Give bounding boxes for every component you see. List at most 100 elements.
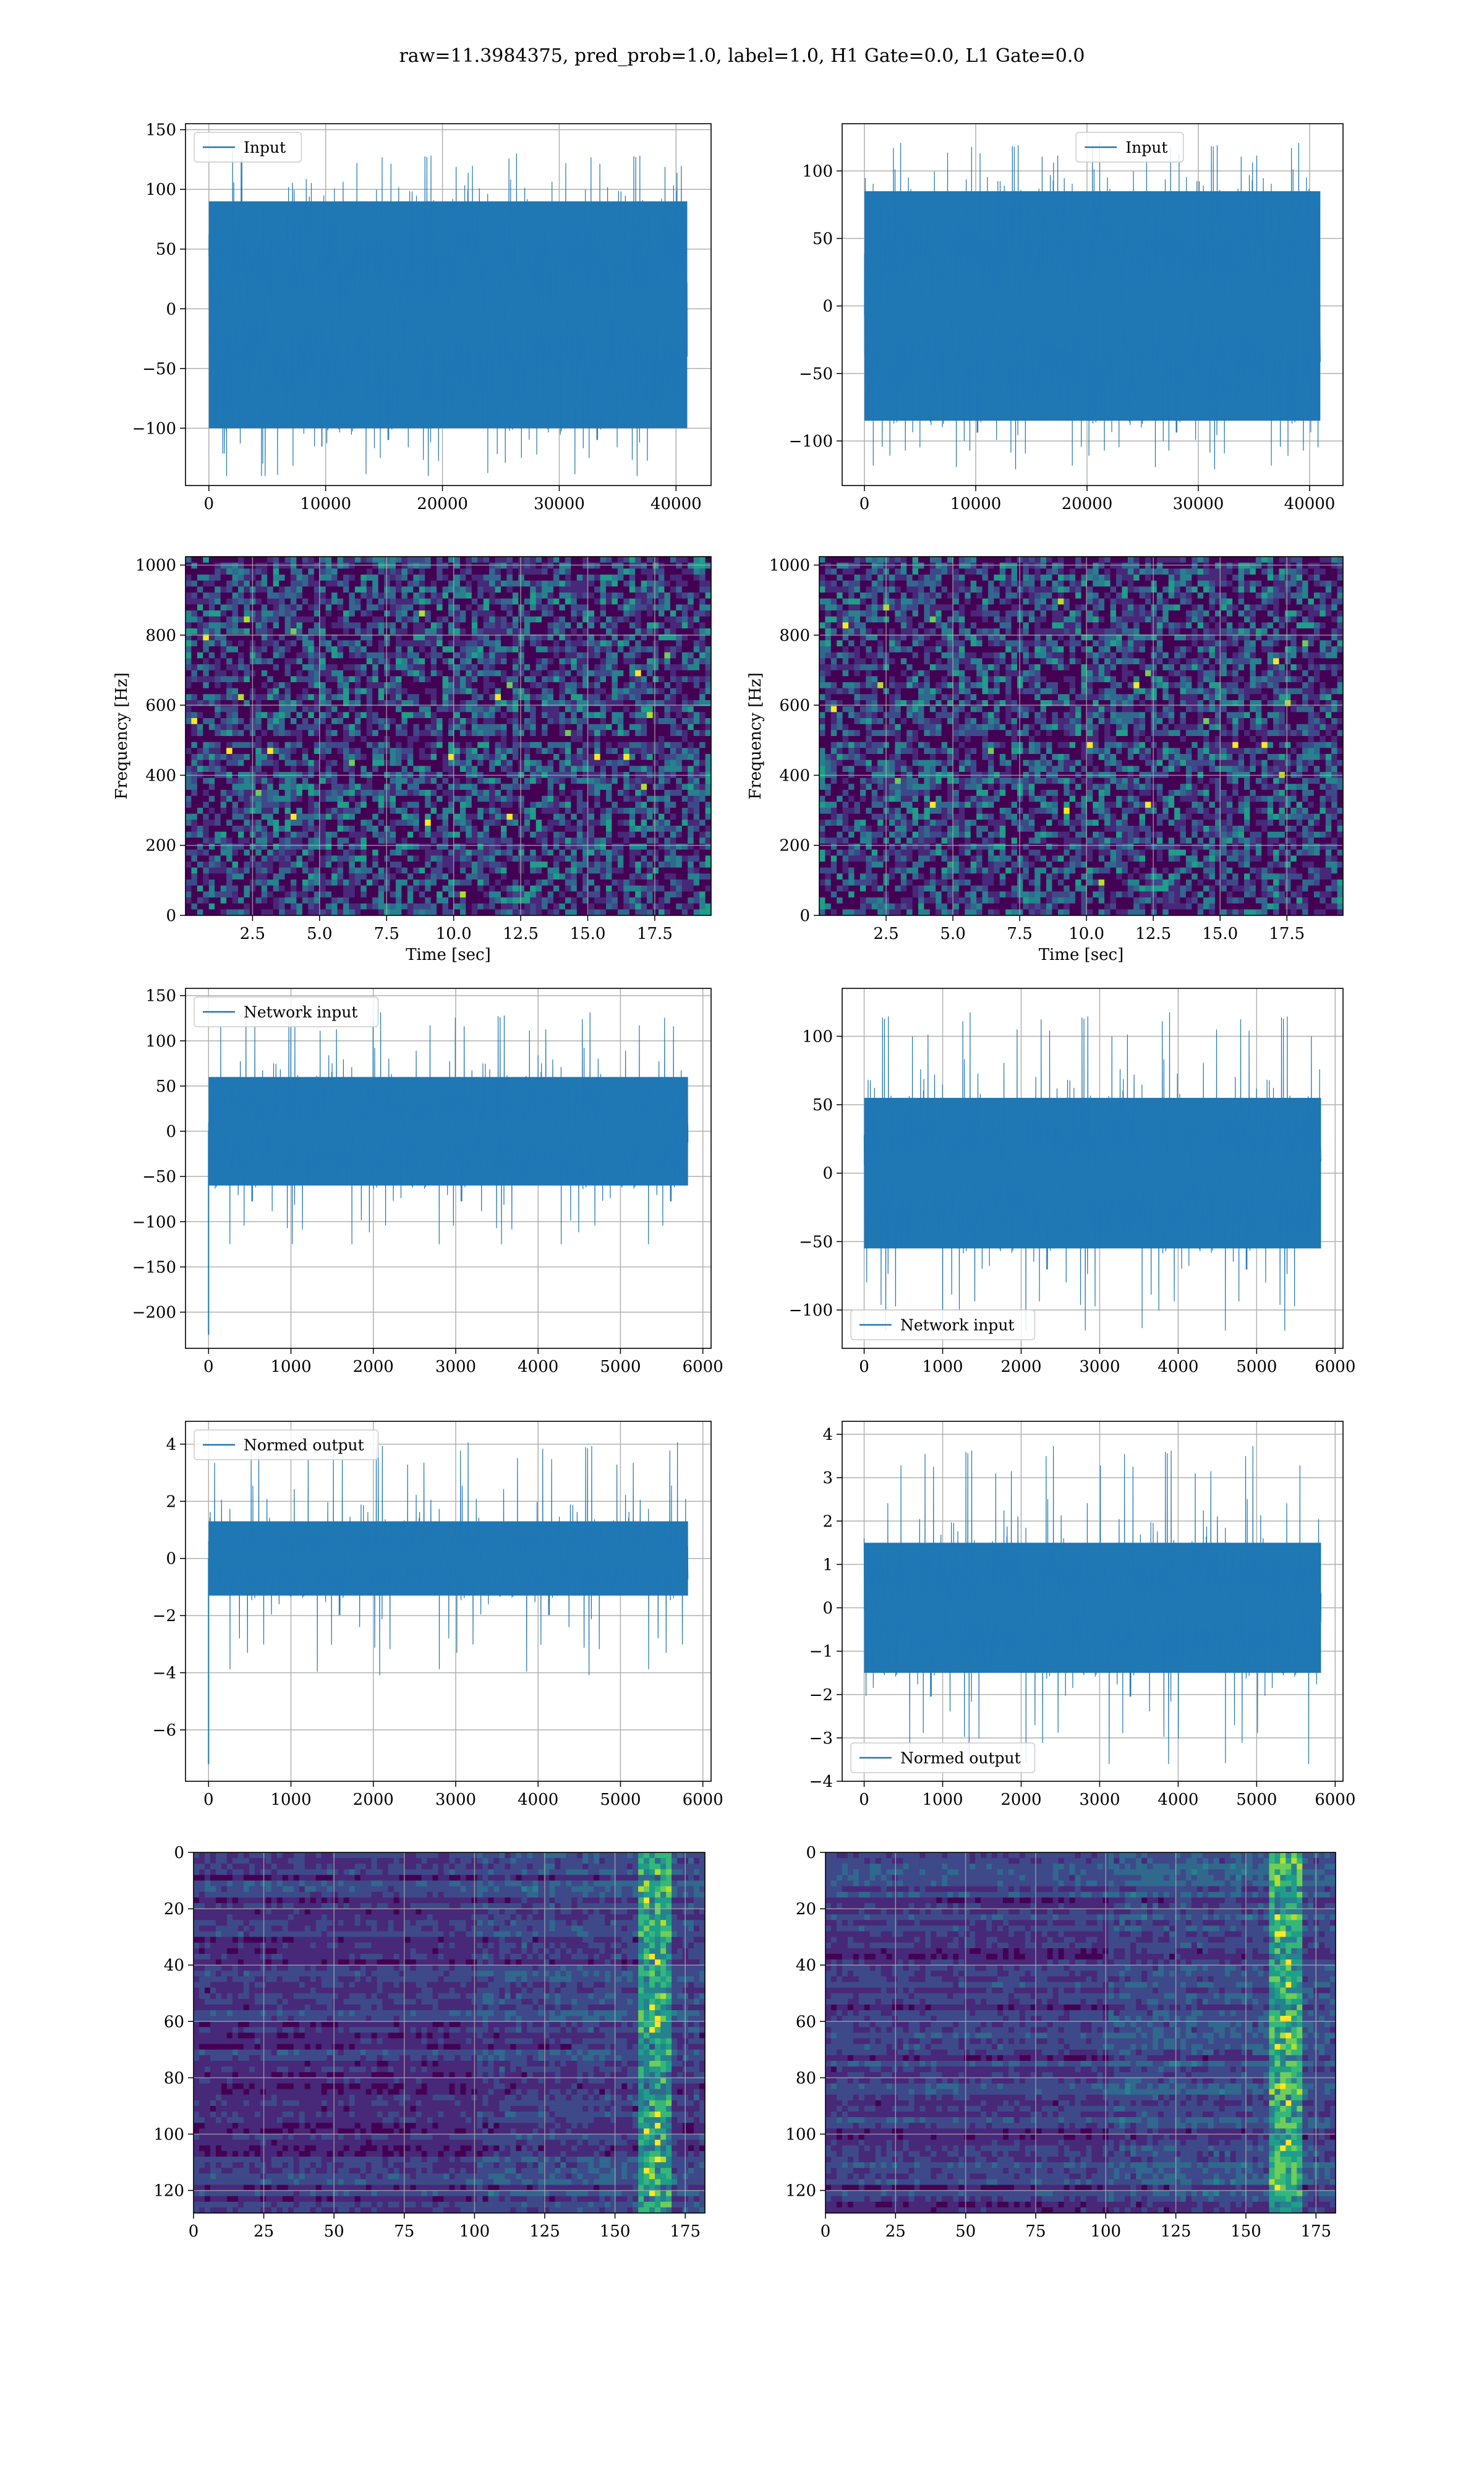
- legend-label: Network input: [900, 1316, 1014, 1334]
- legend: Normed output: [850, 1742, 1036, 1773]
- series-line-network-input: [863, 1012, 1322, 1331]
- y-tick-label: 600: [779, 696, 810, 715]
- x-tick-label: 5000: [600, 1791, 641, 1809]
- y-tick-label: 400: [779, 766, 810, 785]
- y-tick-label: −50: [142, 360, 176, 379]
- y-tick-label: 3: [822, 1469, 833, 1487]
- y-tick-label: 50: [156, 1077, 176, 1096]
- y-tick-label: 0: [822, 297, 833, 316]
- y-tick-label: 40: [796, 1956, 816, 1975]
- y-tick-label: 4: [822, 1426, 833, 1444]
- y-tick-label: −1: [809, 1643, 833, 1661]
- subplot-row4-left: 0 1000 2000 3000 4000 5000 6000 −6 −4 −2 0 2 4 Normed…: [153, 1421, 723, 1809]
- x-tick-label: 3000: [435, 1791, 476, 1809]
- plot-area: [842, 124, 1343, 486]
- legend: Normed output: [194, 1429, 379, 1460]
- legend: Network input: [194, 996, 379, 1027]
- series-line-normed-output: [863, 1445, 1322, 1765]
- x-tick-label: 3000: [1079, 1358, 1120, 1376]
- legend-box: [1075, 132, 1184, 163]
- subplot-row4-right: 0 1000 2000 3000 4000 5000 6000 −4 −3 −2 −1 0 1 2 3 4 No…: [809, 1421, 1355, 1809]
- x-tick-label: 12.5: [1135, 925, 1171, 943]
- y-tick-label: 0: [166, 1123, 176, 1141]
- x-tick-label: 0: [821, 2222, 831, 2241]
- y-tick-label: 0: [166, 907, 176, 925]
- subplot-row3-right: 0 1000 2000 3000 4000 5000 6000 −100 −50 0 50 100 Ne…: [789, 988, 1355, 1376]
- x-tick-label: 175: [1300, 2222, 1331, 2241]
- y-tick-label: 2: [166, 1492, 176, 1511]
- x-tick-label: 5000: [1236, 1791, 1277, 1809]
- y-tick-label: 0: [166, 300, 176, 319]
- x-tick-label: 2.5: [873, 925, 898, 943]
- y-tick-label: 200: [779, 837, 810, 855]
- x-tick-label: 40000: [650, 495, 702, 513]
- x-tick-label: 40000: [1284, 495, 1336, 513]
- x-tick-label: 6000: [1315, 1358, 1355, 1376]
- x-tick-label: 5000: [1236, 1358, 1277, 1376]
- x-tick-label: 17.5: [1269, 925, 1305, 943]
- x-tick-label: 50: [324, 2222, 344, 2241]
- x-tick-label: 2000: [1000, 1358, 1041, 1376]
- subplot-row5-right: 0 25 50 75 100 125 150 175 0 20 40 60 80 100 120: [785, 1844, 1336, 2241]
- plot-area: [842, 1421, 1343, 1781]
- y-tick-label: 600: [145, 696, 176, 715]
- x-tick-label: 3000: [435, 1358, 476, 1376]
- y-tick-label: −150: [132, 1258, 176, 1277]
- legend-label: Network input: [244, 1003, 357, 1021]
- series-line-input: [208, 149, 688, 476]
- x-tick-label: 175: [670, 2222, 701, 2241]
- y-tick-label: −200: [132, 1304, 176, 1322]
- y-tick-label: −50: [799, 1233, 833, 1251]
- x-tick-label: 4000: [1158, 1358, 1198, 1376]
- x-tick-label: 6000: [683, 1358, 723, 1376]
- plot-area: [194, 1852, 705, 2213]
- legend-box: [850, 1742, 1036, 1773]
- axes-frame: [185, 1421, 712, 1782]
- axes-frame: [819, 556, 1344, 916]
- y-tick-label: 100: [145, 181, 176, 199]
- x-tick-label: 25: [885, 2222, 906, 2241]
- plot-area: [186, 988, 711, 1348]
- subplot-row1-left: 0 10000 20000 30000 40000 −100 −50 0 50 100 150 Inp…: [132, 121, 712, 513]
- legend-label: Normed output: [900, 1749, 1021, 1767]
- plot-area: [825, 1852, 1336, 2213]
- y-tick-label: 40: [164, 1956, 184, 1975]
- x-tick-label: 1000: [270, 1358, 311, 1376]
- x-tick-label: 4000: [1158, 1791, 1198, 1809]
- x-tick-label: 5000: [600, 1358, 641, 1376]
- x-tick-label: 0: [203, 1358, 214, 1376]
- x-tick-label: 2000: [353, 1791, 394, 1809]
- x-tick-label: 150: [600, 2222, 631, 2241]
- x-tick-label: 0: [204, 495, 215, 513]
- y-tick-label: 0: [806, 1844, 816, 1862]
- x-tick-label: 4000: [518, 1791, 558, 1809]
- axes-frame: [185, 556, 712, 916]
- legend-box: [850, 1309, 1036, 1340]
- x-tick-label: 7.5: [374, 925, 399, 943]
- x-tick-label: 5.0: [307, 925, 332, 943]
- y-axis-label: Frequency [Hz]: [746, 672, 765, 800]
- x-tick-label: 25: [254, 2222, 274, 2241]
- x-tick-label: 1000: [922, 1791, 963, 1809]
- y-tick-label: −50: [799, 365, 833, 383]
- x-tick-label: 50: [955, 2222, 976, 2241]
- x-tick-label: 0: [189, 2222, 199, 2241]
- y-tick-label: 80: [164, 2069, 184, 2087]
- x-tick-label: 1000: [922, 1358, 963, 1376]
- y-tick-label: −4: [809, 1773, 833, 1791]
- plot-area: [186, 557, 711, 915]
- y-tick-label: 100: [145, 1032, 176, 1051]
- plot-area: [842, 988, 1343, 1348]
- y-tick-label: 800: [145, 627, 176, 645]
- x-tick-label: 10000: [300, 495, 351, 513]
- y-tick-label: −2: [809, 1686, 833, 1705]
- x-tick-label: 2.5: [240, 925, 265, 943]
- legend: Network input: [850, 1309, 1036, 1340]
- x-tick-label: 10.0: [436, 925, 472, 943]
- plot-area: [186, 1421, 711, 1781]
- x-tick-label: 20000: [417, 495, 468, 513]
- subplot-row2-right: 2.5 5.0 7.5 10.0 12.5 15.0 17.5 0 200 400 600 800 10…: [746, 556, 1344, 964]
- y-tick-label: 4: [166, 1436, 176, 1454]
- y-tick-label: −6: [153, 1721, 176, 1740]
- y-tick-label: 200: [145, 837, 176, 855]
